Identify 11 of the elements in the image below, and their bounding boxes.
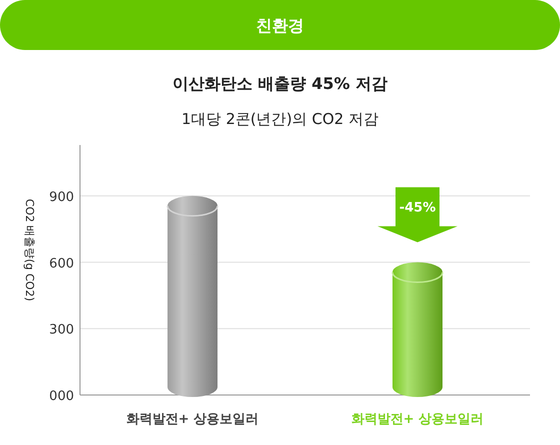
y-tick-label: 000 bbox=[49, 389, 74, 404]
y-tick-label: 300 bbox=[49, 322, 74, 338]
x-tick-label: 화력발전+ 상용보일러 bbox=[126, 412, 259, 427]
chart-subtitle: 이산화탄소 배출량 45% 저감 bbox=[172, 74, 388, 93]
chart-title: 친환경 bbox=[256, 16, 304, 35]
y-tick-label: 900 bbox=[49, 190, 74, 205]
annotation: -45% bbox=[399, 200, 436, 216]
text: 1대당 2콘(년간)의 CO2 저감 bbox=[182, 110, 378, 128]
y-axis-title: CO2 배출량(g CO2) bbox=[23, 198, 36, 302]
x-tick-label: 화력발전+ 상용보일러 bbox=[351, 412, 484, 427]
y-tick-label: 600 bbox=[49, 256, 74, 272]
